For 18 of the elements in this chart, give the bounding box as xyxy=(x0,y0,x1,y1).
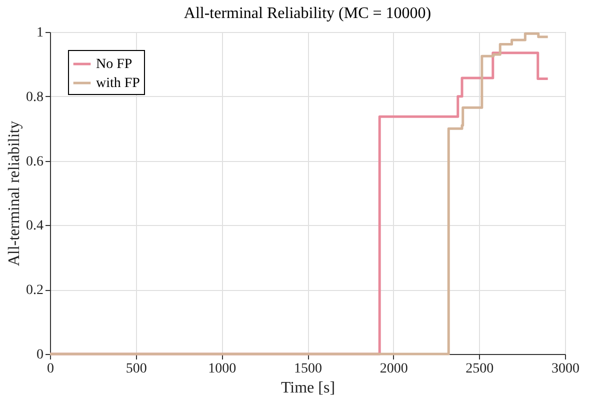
x-tick-label: 3000 xyxy=(552,362,580,376)
legend-label: No FP xyxy=(96,57,132,72)
x-tick-label: 0 xyxy=(47,362,54,376)
y-tick-label: 1 xyxy=(36,26,44,40)
x-tick-label: 2000 xyxy=(380,362,408,376)
x-tick-label: 2500 xyxy=(466,362,494,376)
x-axis-title: Time [s] xyxy=(280,380,336,396)
y-tick-label: 0 xyxy=(36,348,44,362)
x-tick-label: 1500 xyxy=(294,362,322,376)
y-tick-label: 0.2 xyxy=(26,283,44,298)
x-tick-label: 1000 xyxy=(208,362,236,376)
x-tick-label: 500 xyxy=(126,362,147,376)
y-tick-label: 0.8 xyxy=(26,90,44,105)
y-tick-label: 0.4 xyxy=(26,218,44,234)
chart-title: All-terminal Reliability (MC = 10000) xyxy=(184,5,432,22)
y-tick-label: 0.6 xyxy=(26,154,44,170)
legend-label: with FP xyxy=(96,76,140,91)
y-axis-title: All-terminal reliability xyxy=(6,120,23,266)
